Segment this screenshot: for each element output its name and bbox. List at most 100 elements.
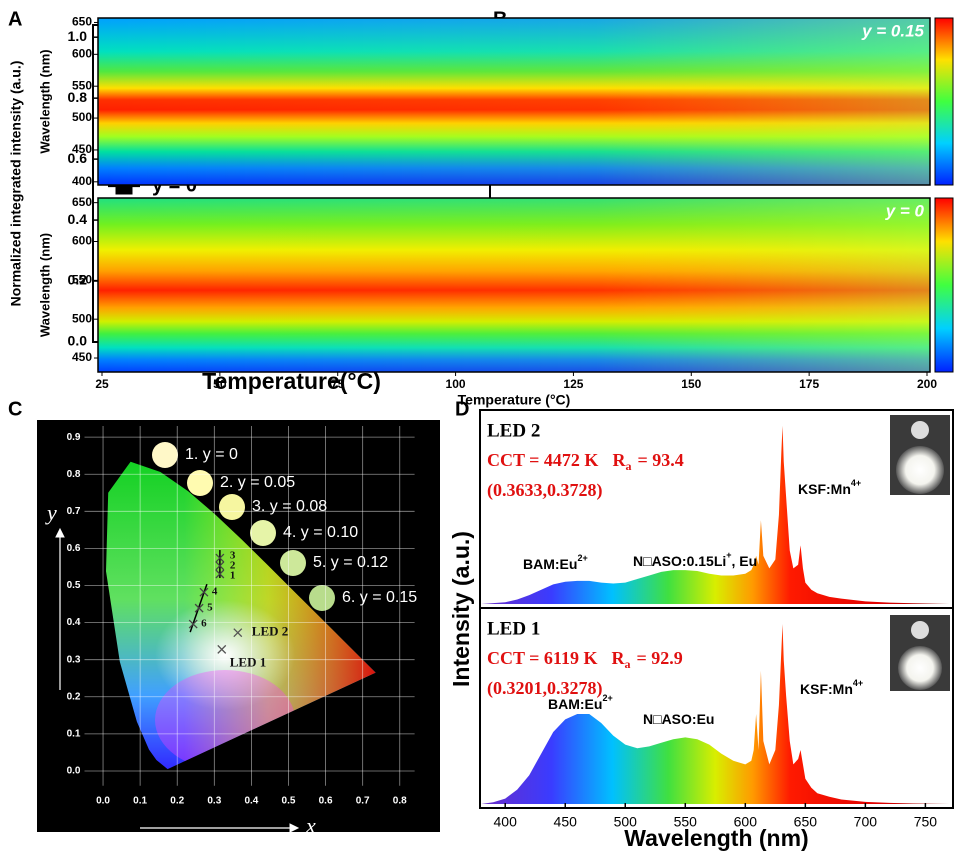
phosphor-name: BAM:Eu [548,696,602,712]
y-tick-label: 0.3 [67,654,81,665]
cie-coordinates: (0.3633,0.3728) [487,480,603,501]
x-tick-label: 50 [213,377,227,391]
plot-frame [97,197,931,373]
plot-frame [479,607,954,809]
y-tick-label: 1.0 [68,28,88,44]
sample-label: 4. y = 0.10 [283,524,358,541]
x-tick-label: 500 [614,814,638,830]
point-label: 4 [212,586,218,598]
x-tick-label: 200 [917,377,937,391]
y-tick-label: 0.8 [68,89,88,105]
phosphor-sup: 2+ [602,693,612,703]
x-tick-label: 75 [331,377,345,391]
y-tick-label: 0.7 [67,506,81,517]
spectrum [481,624,950,804]
sample-label: 5. y = 0.12 [313,554,388,571]
x-tick-label: 700 [854,814,878,830]
x-tick-label: 25 [95,377,109,391]
phosphor-label: KSF:Mn4+ [800,678,863,696]
ra-sub: a [625,459,631,473]
heatmap-shade [98,18,930,185]
x-tick-label: 450 [554,814,578,830]
heatmap-shade [98,198,930,372]
y-tick-label: 0.0 [68,333,88,349]
phosphor-name: BAM:Eu [523,556,577,572]
phosphor-label: N□ASO:Eu [643,711,714,727]
y-tick-label: 0.1 [67,729,81,740]
cct-text: CCT = 4472 K Ra = 93.4 [487,450,684,473]
point-label: 3 [230,550,236,562]
y-tick-label: 600 [72,234,92,248]
point [217,644,227,654]
point-label: 2 [230,559,236,571]
cie-coordinates: (0.3201,0.3278) [487,678,603,699]
point [215,561,225,571]
x-tick-label: 0.6 [319,796,333,807]
point-label: 6 [201,618,207,630]
ra-text: = 92.9 [636,648,682,668]
heatmap-annotation: y = 0 [885,201,925,220]
x-tick-label: 0.0 [96,796,110,807]
y-tick-label: 0.6 [68,150,88,166]
sample-label: 2. y = 0.05 [220,474,295,491]
point [233,628,243,638]
point-label: LED 2 [252,624,288,639]
panel-letter: C [8,398,22,420]
y-tick-label: 0.6 [67,543,81,554]
x-tick-label: 0.1 [133,796,147,807]
x-axis-title: x [305,813,316,838]
y-tick-label: 450 [72,350,92,364]
panel-letter: A [8,8,22,30]
y-tick-label: 600 [72,47,92,61]
x-tick-label: 100 [446,377,466,391]
colorbar [934,197,954,373]
x-tick-label: 125 [563,377,583,391]
y-tick-label: 0.0 [67,766,81,777]
heatmap-annotation: y = 0.15 [861,21,924,40]
y-tick-label: 450 [72,142,92,156]
point-label: 1 [230,570,236,582]
phosphor-label: N□ASO:0.15Li+, Eu [633,550,757,568]
y-tick-label: 650 [72,195,92,209]
phosphor-sup: 4+ [853,678,863,688]
cct: CCT = 4472 K [487,450,598,470]
phosphor-sup: 4+ [851,478,861,488]
cct: CCT = 6119 K [487,648,597,668]
led-name: LED 2 [487,420,540,441]
y-axis-title: Intensity (a.u.) [448,531,474,687]
x-tick-label: 550 [674,814,698,830]
x-tick-label: 150 [681,377,701,391]
point [215,553,225,563]
ra-symbol: R [611,648,625,668]
x-tick-label: 0.5 [282,796,296,807]
plot-frame [97,17,931,186]
sample-label: 1. y = 0 [185,446,238,463]
x-tick-label: 0.7 [356,796,370,807]
y-tick-label: 500 [72,110,92,124]
x-tick-label: 650 [794,814,818,830]
phosphor-sup: + [726,550,731,560]
sample-label: 3. y = 0.08 [252,498,327,515]
x-tick-label: 0.3 [207,796,221,807]
point-label: LED 1 [230,654,266,669]
x-tick-label: 600 [734,814,758,830]
led-photos [890,415,950,691]
point-label: 5 [207,602,213,614]
y-tick-label: 650 [72,15,92,29]
y-axis-title: y [45,500,57,525]
phosphor-name: N□ASO:Eu [643,711,714,727]
y-axis-title: Wavelength (nm) [37,49,52,153]
phosphor-name: KSF:Mn [798,481,851,497]
phosphor-label: BAM:Eu2+ [548,693,613,711]
y-tick-label: 0.5 [67,580,81,591]
x-tick-label: 400 [494,814,518,830]
x-tick-label: 0.8 [393,796,407,807]
phosphor-name: N□ASO:0.15Li [633,553,726,569]
y-tick-label: 0.9 [67,432,81,443]
ra-text: = 93.4 [637,450,683,470]
x-tick-label: 750 [914,814,938,830]
x-axis-title: Temperature (°C) [458,392,571,408]
x-tick-label: 0.2 [170,796,184,807]
y-tick-label: 550 [72,273,92,287]
